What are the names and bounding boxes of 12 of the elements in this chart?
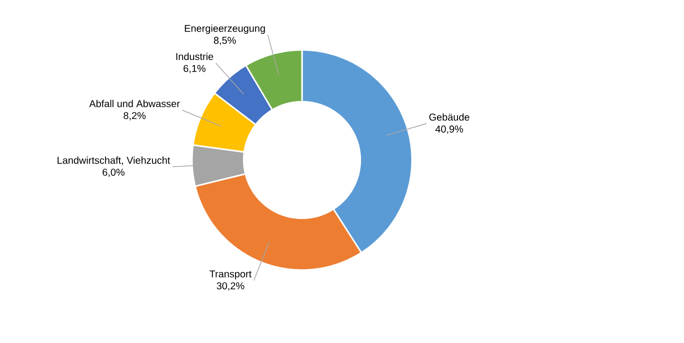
slice-label: Transport — [210, 270, 252, 280]
data-label: 8,2% — [124, 112, 146, 120]
slice-label: Landwirtschaft, Viehzucht — [58, 156, 170, 165]
slice-label: Industrie — [176, 52, 214, 60]
data-label: 6,1% — [184, 64, 206, 74]
slice-label: Abfall und Abwasser — [89, 100, 180, 108]
data-label: 30,2% — [216, 282, 244, 291]
data-label: 40,9% — [435, 126, 464, 134]
slice-label: Energieerzeugung — [184, 24, 265, 34]
data-label: 6,0% — [102, 168, 125, 177]
slice-label: Gebäude — [429, 113, 470, 121]
data-label: 8,5% — [214, 36, 236, 46]
